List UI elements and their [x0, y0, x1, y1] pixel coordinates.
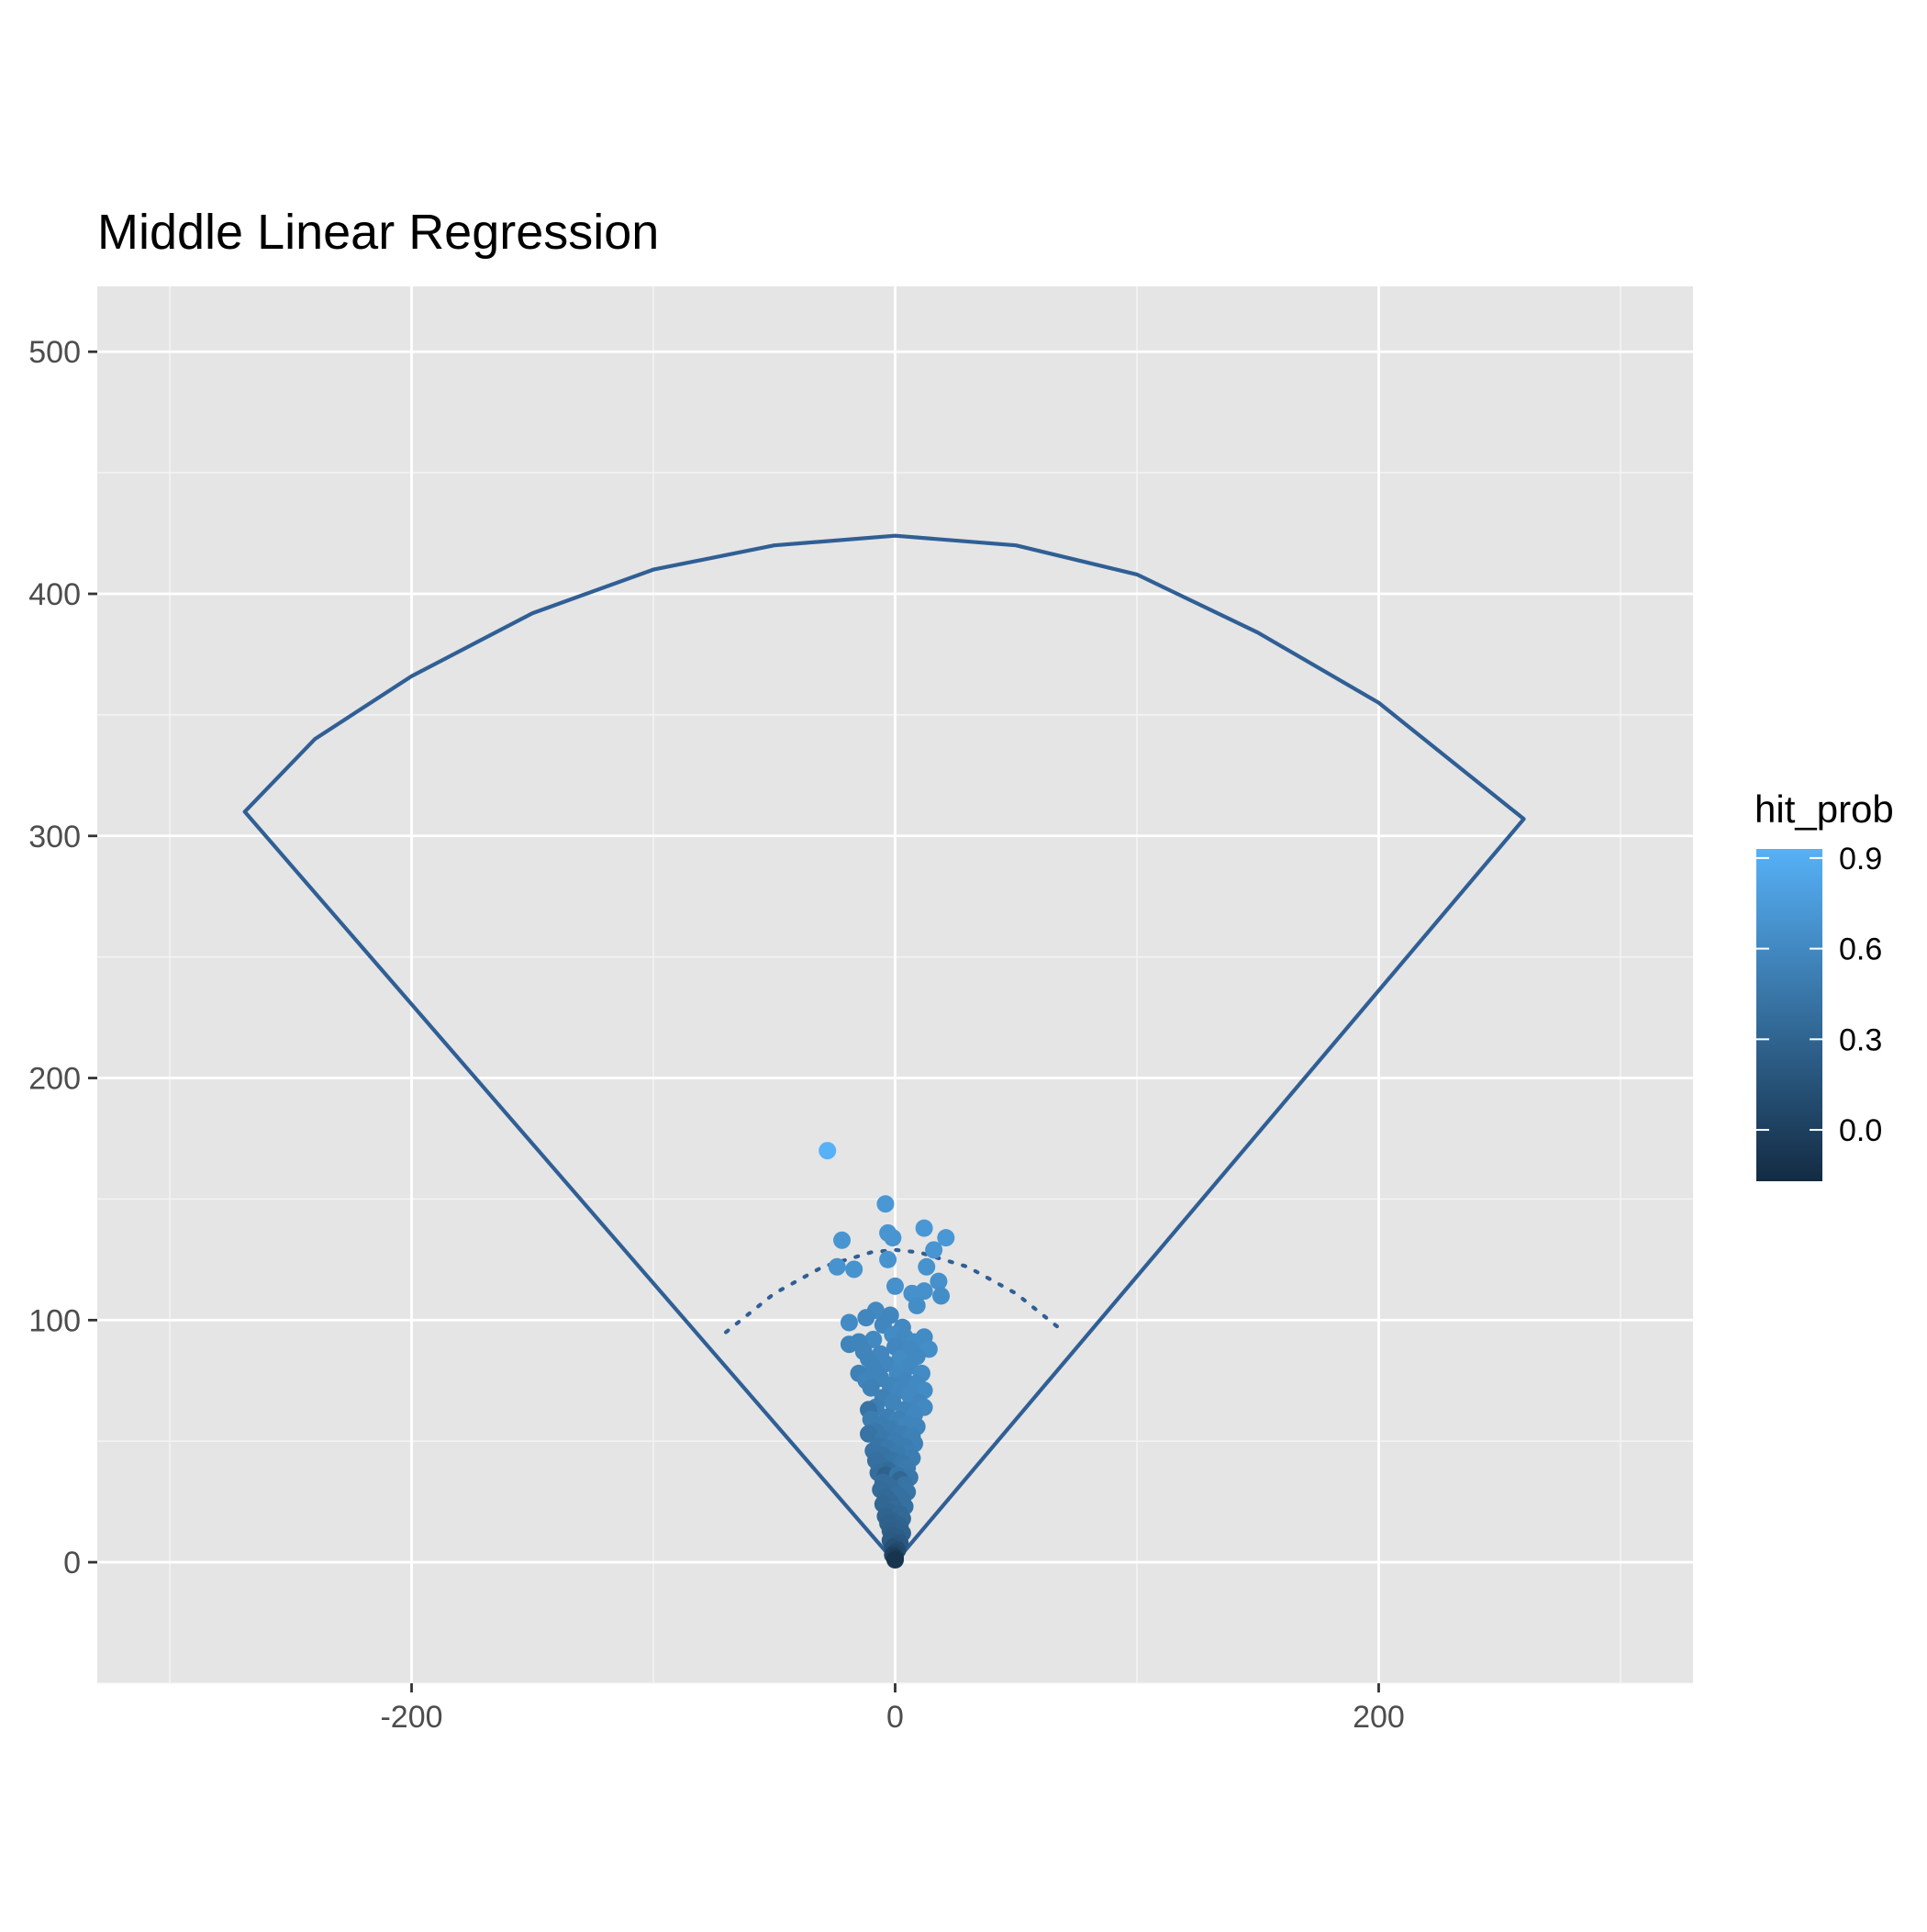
field-outline-line — [242, 533, 1526, 1564]
chart-title: Middle Linear Regression — [97, 205, 660, 260]
data-point — [845, 1260, 863, 1279]
colorbar-label: 0.0 — [1839, 1113, 1882, 1148]
axes: -200 0 200 0 100 200 300 400 500 — [28, 335, 1405, 1735]
data-point — [862, 1379, 880, 1397]
data-point — [918, 1257, 936, 1276]
data-point — [864, 1330, 883, 1348]
y-tick-label: 400 — [28, 577, 81, 612]
data-point — [857, 1309, 875, 1327]
data-point — [915, 1219, 933, 1237]
scatter-points — [819, 1142, 955, 1569]
colorbar-label: 0.6 — [1839, 932, 1882, 967]
data-point — [932, 1287, 951, 1305]
y-tick-label: 0 — [63, 1546, 81, 1580]
data-point — [925, 1241, 943, 1259]
infield-arc-line — [723, 1247, 1067, 1335]
y-tick-label: 100 — [28, 1303, 81, 1338]
data-point — [840, 1335, 858, 1354]
field-outline — [242, 533, 1526, 1564]
legend: 0.0 0.3 0.6 0.9 — [1756, 842, 1882, 1181]
colorbar-label: 0.9 — [1839, 842, 1882, 877]
y-tick-label: 300 — [28, 820, 81, 854]
colorbar — [1756, 849, 1822, 1181]
x-tick-label: 0 — [886, 1700, 904, 1735]
data-point — [819, 1142, 837, 1160]
data-point — [879, 1250, 897, 1268]
y-tick-label: 500 — [28, 335, 81, 370]
data-point — [930, 1272, 948, 1290]
data-point — [886, 1550, 904, 1569]
data-point — [886, 1277, 904, 1295]
data-point — [915, 1282, 933, 1301]
x-tick-label: 200 — [1353, 1700, 1405, 1735]
x-tick-label: -200 — [380, 1700, 442, 1735]
data-point — [833, 1231, 852, 1249]
data-point — [937, 1229, 955, 1247]
data-point — [860, 1424, 878, 1443]
legend-title: hit_prob — [1754, 787, 1894, 831]
data-point — [840, 1313, 858, 1332]
colorbar-label: 0.3 — [1839, 1022, 1882, 1057]
y-tick-label: 200 — [28, 1062, 81, 1097]
data-point — [908, 1297, 926, 1315]
data-point — [884, 1229, 902, 1247]
data-point — [828, 1257, 846, 1276]
data-point — [876, 1195, 895, 1213]
